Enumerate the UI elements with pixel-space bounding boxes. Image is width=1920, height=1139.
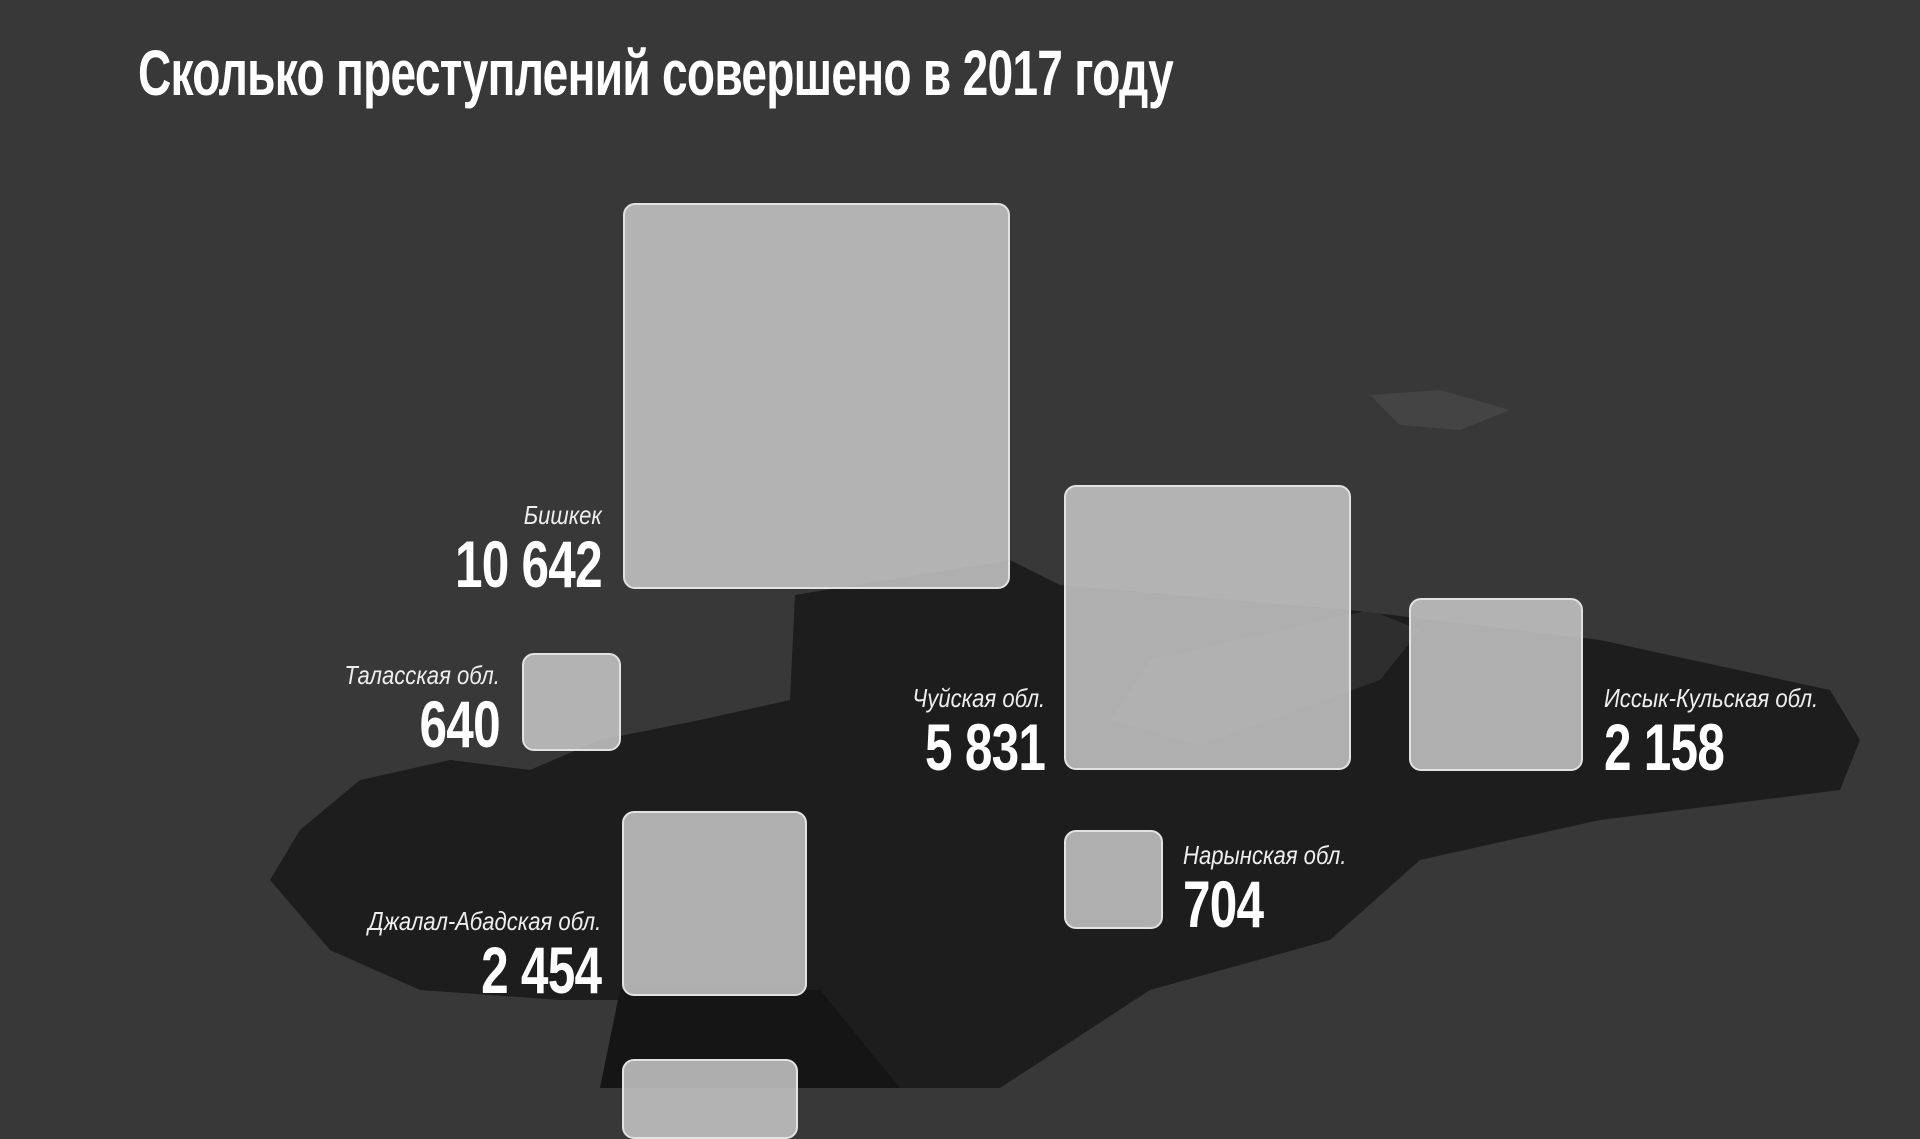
box-chui [1064, 485, 1351, 770]
region-value: 2 454 [480, 933, 602, 1007]
box-jalal-abad [622, 811, 807, 996]
page-title: Сколько преступлений совершено в 2017 го… [138, 37, 1174, 109]
label-chui: Чуйская обл. 5 831 [885, 683, 1046, 784]
box-bishkek [623, 203, 1010, 589]
region-value: 640 [419, 687, 501, 761]
region-name: Таласская обл. [344, 660, 500, 690]
box-partial-bottom [622, 1059, 798, 1139]
region-value: 2 158 [1604, 710, 1725, 784]
region-name: Нарынская обл. [1183, 840, 1347, 870]
label-issyk-kul: Иссык-Кульская обл. 2 158 [1604, 683, 1856, 780]
region-name: Иссык-Кульская обл. [1604, 683, 1819, 713]
region-name: Джалал-Абадская обл. [367, 906, 601, 936]
box-talas [522, 653, 621, 751]
region-value: 704 [1183, 867, 1264, 941]
box-issyk-kul [1409, 598, 1583, 771]
label-talas: Таласская обл. 640 [317, 660, 501, 761]
region-name: Бишкек [523, 500, 602, 530]
box-naryn [1064, 830, 1163, 929]
label-naryn: Нарынская обл. 704 [1183, 840, 1375, 937]
region-value: 10 642 [455, 527, 603, 601]
label-bishkek: Бишкек 10 642 [406, 500, 603, 601]
region-name: Чуйская обл. [912, 683, 1045, 713]
map-lake-north [1370, 390, 1510, 430]
region-value: 5 831 [924, 710, 1046, 784]
label-jalal-abad: Джалал-Абадская обл. 2 454 [327, 906, 602, 1007]
